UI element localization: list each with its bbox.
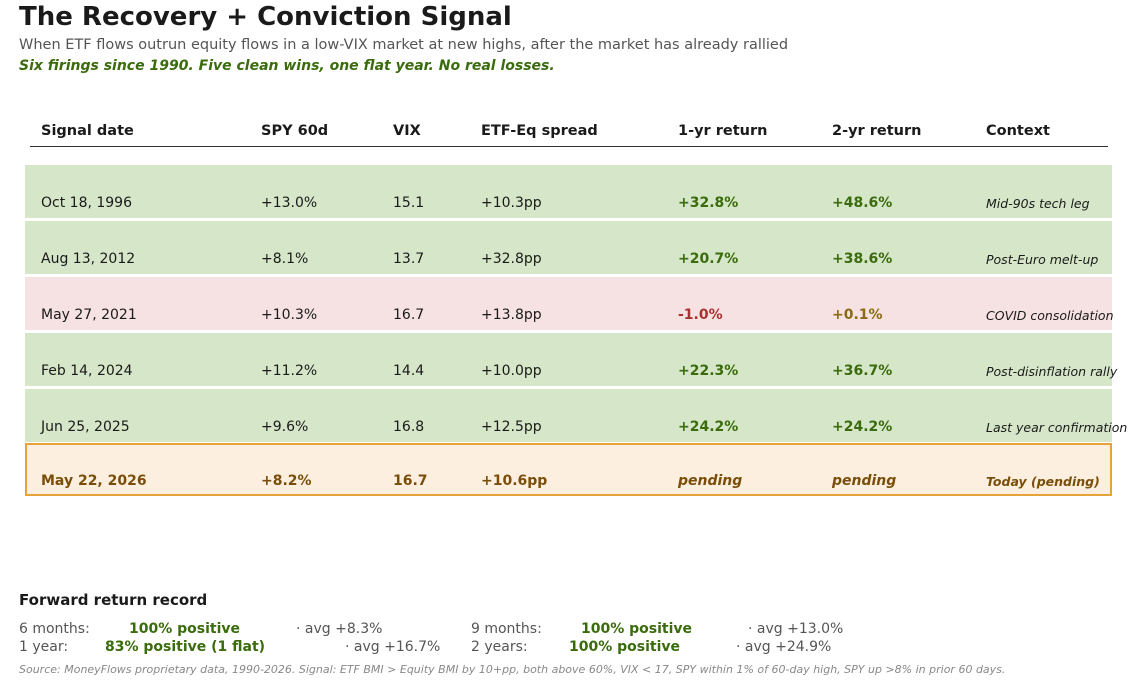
signal-date-cell: May 22, 2026 bbox=[41, 473, 147, 489]
stat-1y-average: · avg +16.7% bbox=[345, 639, 441, 655]
stat-9m-average: · avg +13.0% bbox=[748, 621, 844, 637]
page-subtitle: When ETF flows outrun equity flows in a … bbox=[19, 37, 789, 53]
context-cell: Today (pending) bbox=[986, 474, 1100, 489]
column-header-2yr-return: 2-yr return bbox=[832, 123, 922, 139]
table-row: Feb 14, 2024 +11.2% 14.4 +10.0pp +22.3% +36.7… bbox=[25, 333, 1117, 386]
vix-cell: 16.7 bbox=[393, 307, 425, 323]
etf-eq-spread-cell: +10.0pp bbox=[481, 363, 542, 379]
vix-cell: 15.1 bbox=[393, 195, 425, 211]
context-cell: Post-Euro melt-up bbox=[986, 252, 1099, 267]
tagline: Six firings since 1990. Five clean wins,… bbox=[19, 58, 555, 74]
stat-6m-label: 6 months: bbox=[19, 621, 90, 637]
spy-60d-cell: +8.1% bbox=[261, 251, 309, 267]
two-year-return-cell: pending bbox=[832, 473, 897, 489]
one-year-return-cell: +20.7% bbox=[678, 251, 739, 267]
stat-9m-positive: 100% positive bbox=[581, 621, 693, 637]
column-header-spy-60d: SPY 60d bbox=[261, 123, 329, 139]
column-header-context: Context bbox=[986, 123, 1050, 139]
etf-eq-spread-cell: +32.8pp bbox=[481, 251, 542, 267]
context-cell: Post-disinflation rally bbox=[986, 364, 1118, 379]
context-cell: Last year confirmation bbox=[986, 420, 1128, 435]
current-signal-row: May 22, 2026 +8.2% 16.7 +10.6pp pending pendi… bbox=[25, 443, 1112, 496]
vix-cell: 13.7 bbox=[393, 251, 425, 267]
record-title: Forward return record bbox=[19, 591, 208, 609]
stat-6m-average: · avg +8.3% bbox=[296, 621, 383, 637]
source-note: Source: MoneyFlows proprietary data, 199… bbox=[19, 663, 1006, 676]
vix-cell: 16.7 bbox=[393, 473, 428, 489]
etf-eq-spread-cell: +13.8pp bbox=[481, 307, 542, 323]
stat-2y-average: · avg +24.9% bbox=[736, 639, 832, 655]
table-row: May 27, 2021 +10.3% 16.7 +13.8pp -1.0% +0.1% C… bbox=[25, 277, 1114, 330]
spy-60d-cell: +13.0% bbox=[261, 195, 318, 211]
column-header-vix: VIX bbox=[393, 123, 421, 139]
stat-9m-label: 9 months: bbox=[471, 621, 542, 637]
table-row: Aug 13, 2012 +8.1% 13.7 +32.8pp +20.7% +38.6%… bbox=[25, 221, 1112, 274]
spy-60d-cell: +9.6% bbox=[261, 419, 309, 435]
signal-date-cell: Aug 13, 2012 bbox=[41, 251, 136, 267]
one-year-return-cell: -1.0% bbox=[678, 307, 723, 323]
stat-6m-positive: 100% positive bbox=[129, 621, 241, 637]
column-header-1yr-return: 1-yr return bbox=[678, 123, 768, 139]
spy-60d-cell: +10.3% bbox=[261, 307, 318, 323]
two-year-return-cell: +38.6% bbox=[832, 251, 893, 267]
table-row: Jun 25, 2025 +9.6% 16.8 +12.5pp +24.2% +24.2%… bbox=[25, 389, 1127, 442]
spy-60d-cell: +8.2% bbox=[261, 473, 312, 489]
two-year-return-cell: +36.7% bbox=[832, 363, 893, 379]
two-year-return-cell: +0.1% bbox=[832, 307, 883, 323]
signal-date-cell: May 27, 2021 bbox=[41, 307, 137, 323]
spy-60d-cell: +11.2% bbox=[261, 363, 318, 379]
two-year-return-cell: +24.2% bbox=[832, 419, 893, 435]
etf-eq-spread-cell: +12.5pp bbox=[481, 419, 542, 435]
etf-eq-spread-cell: +10.6pp bbox=[481, 473, 548, 489]
one-year-return-cell: pending bbox=[678, 473, 743, 489]
column-header-signal-date: Signal date bbox=[41, 123, 134, 139]
vix-cell: 14.4 bbox=[393, 363, 425, 379]
stat-2y-label: 2 years: bbox=[471, 639, 528, 655]
two-year-return-cell: +48.6% bbox=[832, 195, 893, 211]
signal-date-cell: Oct 18, 1996 bbox=[41, 195, 132, 211]
column-header-etf-eq-spread: ETF-Eq spread bbox=[481, 123, 598, 139]
one-year-return-cell: +32.8% bbox=[678, 195, 739, 211]
context-cell: Mid-90s tech leg bbox=[986, 196, 1090, 211]
page-title: The Recovery + Conviction Signal bbox=[19, 2, 512, 32]
stat-1y-label: 1 year: bbox=[19, 639, 69, 655]
signal-date-cell: Jun 25, 2025 bbox=[41, 419, 130, 435]
one-year-return-cell: +24.2% bbox=[678, 419, 739, 435]
stat-2y-positive: 100% positive bbox=[569, 639, 681, 655]
etf-eq-spread-cell: +10.3pp bbox=[481, 195, 542, 211]
one-year-return-cell: +22.3% bbox=[678, 363, 739, 379]
context-cell: COVID consolidation bbox=[986, 308, 1114, 323]
signal-date-cell: Feb 14, 2024 bbox=[41, 363, 133, 379]
header-divider bbox=[30, 146, 1108, 147]
table-row: Oct 18, 1996 +13.0% 15.1 +10.3pp +32.8% +48.6… bbox=[25, 165, 1112, 218]
vix-cell: 16.8 bbox=[393, 419, 425, 435]
stat-1y-positive: 83% positive (1 flat) bbox=[105, 639, 266, 655]
